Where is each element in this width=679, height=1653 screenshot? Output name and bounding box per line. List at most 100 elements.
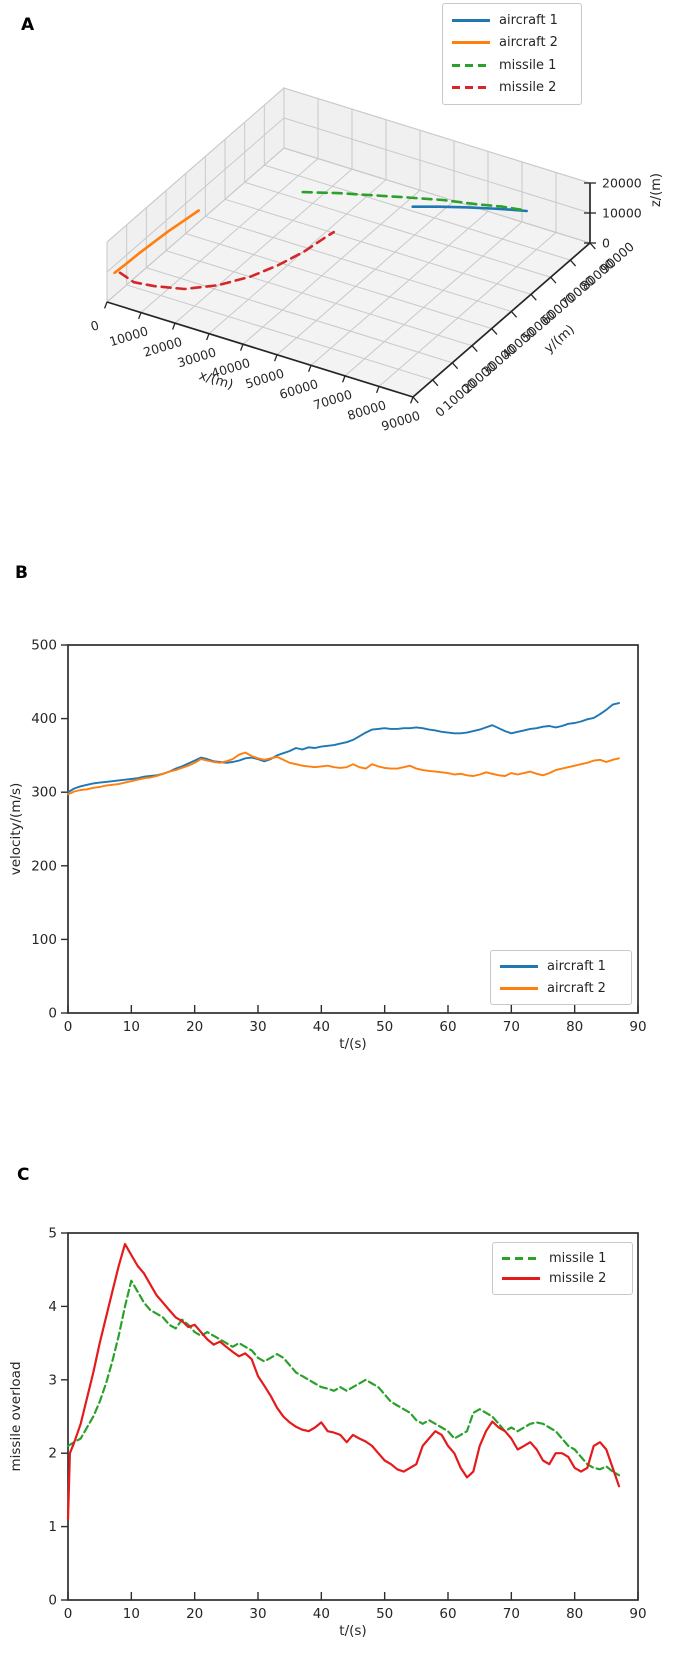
x-tick-label: 20 bbox=[186, 1019, 203, 1035]
legend-item-label: missile 1 bbox=[499, 57, 557, 73]
grid-line bbox=[264, 164, 571, 261]
plot-spines bbox=[67, 644, 639, 1014]
grid-line bbox=[344, 221, 523, 377]
series-aircraft-1 bbox=[411, 205, 529, 213]
grid-line bbox=[174, 168, 353, 324]
x-tick bbox=[103, 301, 108, 309]
panel-label-b: B bbox=[15, 563, 28, 583]
plot-spines bbox=[67, 1232, 639, 1601]
overload-plot-series bbox=[66, 1242, 621, 1521]
series-aircraft-1 bbox=[67, 702, 620, 794]
overload-plot-axes bbox=[61, 1232, 639, 1601]
legend-3d: aircraft 1 aircraft 2 missile 1 missile 2 bbox=[442, 3, 582, 105]
x-tick bbox=[137, 312, 142, 320]
legend-item: missile 1 bbox=[502, 1252, 623, 1265]
y-tick bbox=[432, 379, 439, 387]
legend-item: missile 1 bbox=[452, 59, 572, 72]
panel-label-c: C bbox=[17, 1165, 30, 1185]
legend-item-label: aircraft 1 bbox=[547, 959, 606, 975]
y-tick bbox=[510, 311, 518, 318]
series-aircraft-2 bbox=[113, 209, 200, 275]
series-aircraft-2 bbox=[67, 751, 620, 796]
x-tick-label: 30 bbox=[249, 1019, 266, 1035]
y-tick-label: 300 bbox=[31, 785, 57, 801]
y-tick bbox=[451, 362, 459, 370]
z-tick-label: 10000 bbox=[602, 206, 642, 221]
x-tick bbox=[341, 375, 346, 383]
z-axis-label: z/(m) bbox=[649, 173, 664, 207]
grid-line bbox=[208, 179, 387, 335]
x-tick-label: 10 bbox=[123, 1606, 140, 1622]
x-tick-label: 20 bbox=[186, 1606, 203, 1622]
legend-item-label: aircraft 1 bbox=[499, 12, 558, 28]
y-tick bbox=[569, 259, 577, 267]
trajectory-3d-plot: 0 100002000030000400005000060000700008000… bbox=[89, 86, 664, 434]
z-tick-label: 20000 bbox=[602, 176, 642, 191]
series-missile-1 bbox=[66, 1279, 621, 1477]
x-tick-label: 60 bbox=[439, 1606, 456, 1622]
y-tick-label: 100 bbox=[31, 932, 57, 948]
x-tick-label: 40 bbox=[313, 1019, 330, 1035]
grid-line bbox=[283, 147, 591, 244]
x-tick-label: 40 bbox=[313, 1606, 330, 1622]
y-tick-label: 200 bbox=[31, 858, 57, 874]
x-tick bbox=[273, 354, 278, 362]
y-tick bbox=[550, 276, 557, 284]
y-axis-line bbox=[412, 242, 591, 398]
grid-line bbox=[378, 232, 557, 387]
velocity-plot-tick-labels: 0 10 20 30 40 50 60 70 80 90 0 100 200 300 400 500 t/(s)… bbox=[8, 638, 647, 1053]
y-tick-label: 0 bbox=[48, 1006, 57, 1022]
legend-line-sample bbox=[452, 86, 490, 90]
grid-line bbox=[146, 267, 453, 364]
grid-line bbox=[106, 117, 285, 273]
x-tick-label: 50 bbox=[376, 1606, 393, 1622]
grid-line bbox=[106, 147, 285, 303]
overload-plot: 0 10 20 30 40 50 60 70 80 90 0 1 2 3 4 5 t/(s) missile ov… bbox=[8, 1226, 647, 1640]
x-tick-label: 0 bbox=[64, 1019, 73, 1035]
x-tick-label: 90 bbox=[629, 1606, 646, 1622]
legend-item-label: aircraft 2 bbox=[547, 980, 606, 996]
legend-item: aircraft 2 bbox=[452, 36, 572, 49]
grid-line bbox=[283, 117, 591, 214]
legend-item: missile 2 bbox=[502, 1272, 623, 1285]
legend-item-label: missile 2 bbox=[499, 80, 557, 96]
y-tick bbox=[530, 293, 537, 301]
y-tick-label: 500 bbox=[31, 638, 57, 654]
grid-line bbox=[244, 181, 551, 278]
x-axis-line bbox=[106, 301, 414, 398]
y-tick-label: 400 bbox=[31, 711, 57, 727]
x-tick bbox=[205, 333, 210, 341]
x-tick-label: 0 bbox=[64, 1606, 73, 1622]
y-tick bbox=[412, 396, 419, 404]
x-tick bbox=[409, 396, 414, 404]
legend-line-sample bbox=[452, 18, 490, 22]
plot3d-series bbox=[113, 190, 529, 291]
y-tick-label: 4 bbox=[48, 1299, 57, 1315]
legend-item-label: missile 1 bbox=[549, 1250, 607, 1266]
legend-line-sample bbox=[500, 986, 538, 990]
grid-line bbox=[106, 87, 285, 243]
legend-line-sample bbox=[452, 41, 490, 45]
y-tick-label: 1 bbox=[48, 1519, 57, 1535]
x-tick-label: 90 bbox=[629, 1019, 646, 1035]
x-tick-label: 70 bbox=[503, 1019, 520, 1035]
velocity-plot-series bbox=[67, 702, 620, 796]
x-tick-label: 50 bbox=[376, 1019, 393, 1035]
x-tick bbox=[171, 322, 176, 330]
x-tick bbox=[239, 343, 244, 351]
legend-line-sample bbox=[500, 965, 538, 969]
legend-line-sample bbox=[502, 1256, 540, 1260]
series-missile-2 bbox=[66, 1242, 621, 1521]
y-tick bbox=[589, 242, 596, 250]
x-axis-label: t/(s) bbox=[339, 1036, 366, 1052]
velocity-plot-axes bbox=[61, 644, 639, 1014]
y-tick-label: 2 bbox=[48, 1446, 57, 1462]
y-tick-label: 3 bbox=[48, 1372, 57, 1388]
x-tick-label: 70 bbox=[503, 1606, 520, 1622]
overload-plot-tick-labels: 0 10 20 30 40 50 60 70 80 90 0 1 2 3 4 5 t/(s) missile ov… bbox=[8, 1226, 647, 1640]
x-tick-label: 10 bbox=[123, 1019, 140, 1035]
legend-item: missile 2 bbox=[452, 81, 572, 94]
x-axis-label: t/(s) bbox=[339, 1623, 366, 1639]
grid-line bbox=[224, 198, 532, 295]
